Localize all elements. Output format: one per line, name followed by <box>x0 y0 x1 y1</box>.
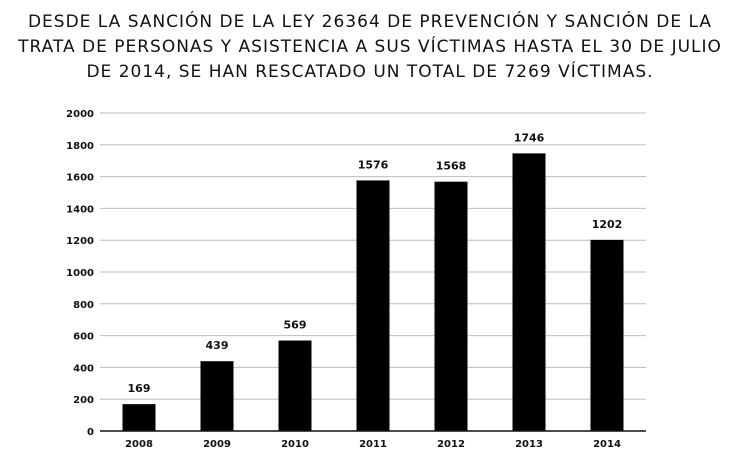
x-tick-label-2010: 2010 <box>281 439 309 450</box>
data-label-2014: 1202 <box>592 218 623 231</box>
x-tick-label-2008: 2008 <box>125 439 153 450</box>
y-tick-label: 1800 <box>66 141 94 152</box>
data-label-2011: 1576 <box>358 158 389 171</box>
bar-2011 <box>356 180 390 431</box>
bar-2014 <box>590 239 624 431</box>
y-tick-label: 400 <box>73 363 94 374</box>
y-tick-label: 800 <box>73 300 94 311</box>
data-label-2010: 569 <box>284 319 307 332</box>
x-tick-label-2009: 2009 <box>203 439 231 450</box>
x-tick-label-2012: 2012 <box>437 439 465 450</box>
y-tick-label: 600 <box>73 332 94 343</box>
x-axis: 2008 2009 2010 2011 2012 2013 2014 <box>100 430 646 450</box>
y-tick-label: 1400 <box>66 204 94 215</box>
x-tick-label-2014: 2014 <box>593 439 621 450</box>
data-label-2008: 169 <box>128 382 151 395</box>
y-tick-label: 1000 <box>66 268 94 279</box>
y-axis: 0 200 400 600 800 1000 1200 1400 1600 1800 2000 <box>66 109 94 438</box>
data-label-2009: 439 <box>206 339 229 352</box>
x-tick-label-2011: 2011 <box>359 439 387 450</box>
y-tick-label: 2000 <box>66 109 94 120</box>
chart-title: Desde la sanción de la Ley 26364 de prev… <box>18 12 722 82</box>
y-tick-label: 1600 <box>66 173 94 184</box>
bars: 169 439 569 1576 1568 1746 1202 <box>122 131 624 432</box>
y-tick-label: 0 <box>87 427 94 438</box>
y-tick-label: 1200 <box>66 236 94 247</box>
bar-2013 <box>512 153 546 432</box>
x-tick-label-2013: 2013 <box>515 439 543 450</box>
bar-2010 <box>278 340 312 431</box>
data-label-2013: 1746 <box>514 131 545 144</box>
data-label-2012: 1568 <box>436 160 467 173</box>
bar-2008 <box>122 404 156 431</box>
bar-2012 <box>434 181 468 431</box>
bar-2009 <box>200 361 234 431</box>
y-tick-label: 200 <box>73 395 94 406</box>
